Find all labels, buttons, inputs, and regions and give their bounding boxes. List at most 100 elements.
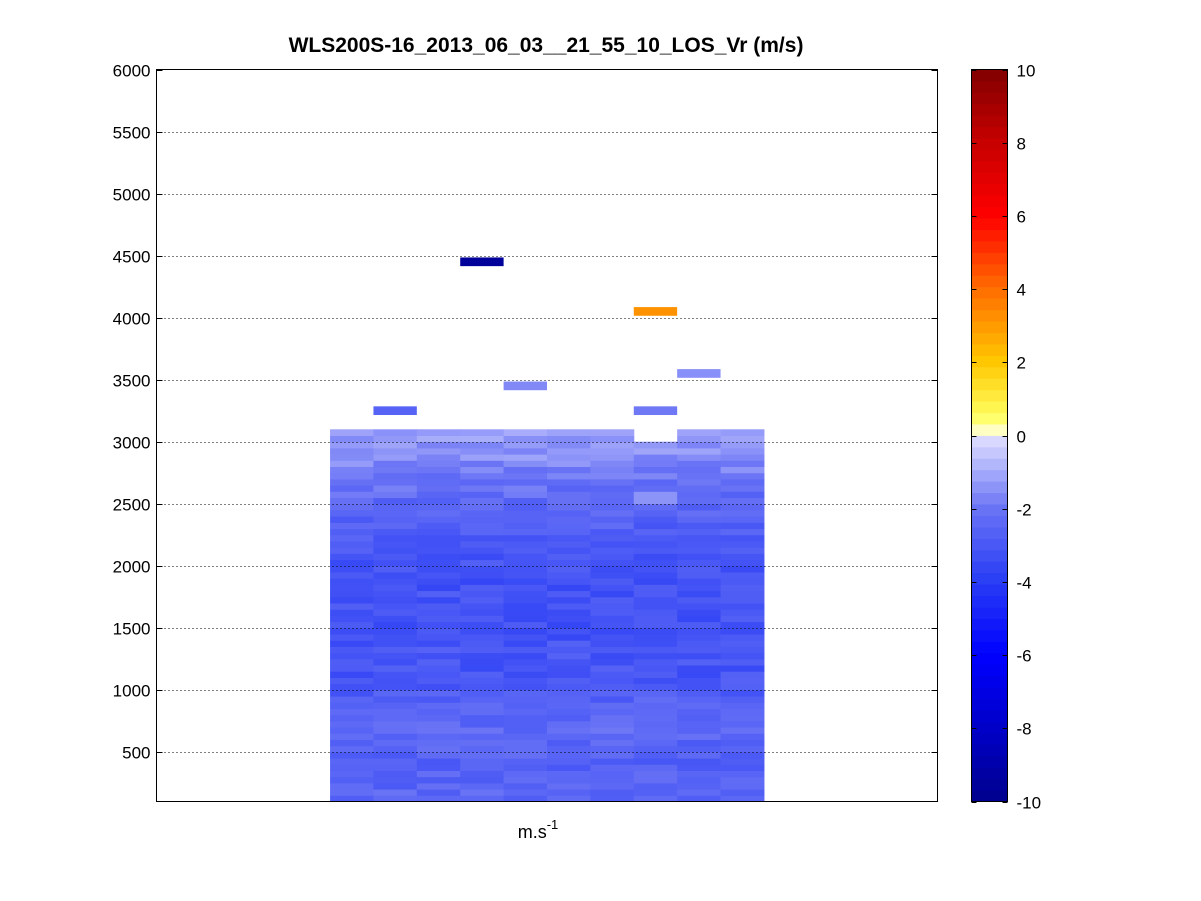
heatmap-cell: [330, 571, 374, 579]
heatmap-cell: [460, 516, 505, 523]
heatmap-cell: [720, 702, 765, 709]
heatmap-cell: [330, 540, 374, 548]
colorbar-band: [971, 790, 1008, 802]
colorbar-band: [971, 263, 1008, 276]
heatmap-cell: [590, 751, 635, 759]
heatmap-cell: [460, 522, 505, 530]
heatmap-cell: [330, 528, 374, 536]
heatmap-cell: [416, 658, 461, 666]
heatmap-cell: [633, 770, 678, 778]
heatmap-cell: [373, 435, 418, 443]
colorbar-band: [971, 183, 1008, 196]
heatmap-cell: [460, 658, 505, 666]
heatmap-cell: [373, 491, 418, 499]
colorbar-tick-label: 6: [1017, 208, 1026, 227]
heatmap-cell: [460, 590, 505, 598]
heatmap-cell: [677, 460, 722, 468]
colorbar-band: [971, 607, 1008, 619]
colorbar-band: [971, 218, 1008, 231]
colorbar-band: [971, 412, 1008, 425]
heatmap-cell: [677, 497, 722, 505]
heatmap-cell: [416, 590, 461, 598]
heatmap-cell: [720, 491, 765, 499]
heatmap-cell: [720, 522, 765, 530]
heatmap-cell: [330, 789, 374, 796]
heatmap-cell: [416, 497, 461, 505]
heatmap-cell: [590, 689, 635, 697]
heatmap-cell: [633, 534, 678, 542]
heatmap-cell: [720, 733, 765, 740]
heatmap-cell: [547, 782, 591, 790]
colorbar-band: [971, 206, 1008, 219]
colorbar-band: [971, 732, 1008, 745]
heatmap-cell: [503, 758, 548, 765]
heatmap-cell: [460, 571, 505, 579]
heatmap-cell: [547, 454, 591, 461]
heatmap-cell: [720, 646, 765, 654]
heatmap-cell: [503, 534, 548, 542]
heatmap-cell: [416, 671, 461, 678]
heatmap-cell: [633, 516, 678, 523]
heatmap-cell: [720, 671, 765, 678]
heatmap-cell: [460, 503, 505, 511]
heatmap-cell: [677, 478, 722, 486]
heatmap-cell: [547, 547, 591, 554]
heatmap-cell: [720, 739, 765, 747]
heatmap-cell: [330, 478, 374, 486]
heatmap-cell: [373, 702, 418, 709]
heatmap-cell: [677, 795, 722, 802]
heatmap-cell: [720, 696, 765, 703]
heatmap-cell: [460, 652, 505, 660]
heatmap-cell: [720, 677, 765, 685]
heatmap-cell: [633, 578, 678, 585]
heatmap-cell: [547, 696, 591, 703]
heatmap-cell: [416, 652, 461, 660]
heatmap-cell: [633, 466, 678, 474]
heatmap-cell: [373, 770, 418, 778]
colorbar-band: [971, 389, 1008, 402]
colorbar-frame: [971, 69, 1008, 802]
heatmap-cell: [633, 621, 678, 629]
heatmap-cell: [460, 677, 505, 685]
heatmap-cell: [547, 429, 591, 436]
heatmap-cell: [503, 522, 548, 530]
heatmap-cell: [503, 782, 548, 790]
heatmap-cell: [590, 640, 635, 647]
heatmap-cell: [720, 770, 765, 778]
heatmap-cell: [416, 696, 461, 703]
colorbar-band: [971, 69, 1008, 82]
heatmap-cell: [677, 578, 722, 585]
heatmap-cell: [460, 733, 505, 740]
heatmap-cell: [590, 454, 635, 461]
heatmap-cell: [373, 429, 418, 436]
heatmap-cell: [373, 727, 418, 734]
colorbar-band: [971, 527, 1008, 539]
heatmap-cell: [330, 522, 374, 530]
heatmap-cell: [503, 509, 548, 517]
heatmap-cell: [330, 665, 374, 672]
heatmap-cell: [503, 714, 548, 722]
heatmap-cell: [590, 485, 635, 492]
heatmap-cell: [503, 547, 548, 554]
heatmap-cell: [547, 795, 591, 802]
heatmap-cell: [416, 739, 461, 747]
colorbar-band: [971, 446, 1008, 459]
colorbar-tick-label: -2: [1017, 501, 1032, 520]
heatmap-cell: [720, 472, 765, 480]
heatmap-cell: [547, 745, 591, 753]
heatmap-cell: [633, 733, 678, 740]
heatmap-cell: [720, 553, 765, 561]
colorbar-band: [971, 229, 1008, 242]
colorbar-band: [971, 401, 1008, 414]
heatmap-cell: [503, 559, 548, 567]
heatmap-cell: [633, 528, 678, 536]
heatmap-cell: [547, 540, 591, 548]
heatmap-cell: [373, 640, 418, 647]
colorbar-band: [971, 321, 1008, 333]
heatmap-cell: [373, 634, 418, 641]
colorbar-band: [971, 126, 1008, 139]
heatmap-cell: [416, 770, 461, 778]
heatmap-cell: [460, 615, 505, 623]
heatmap-cell: [373, 596, 418, 604]
heatmap-cell: [590, 702, 635, 709]
